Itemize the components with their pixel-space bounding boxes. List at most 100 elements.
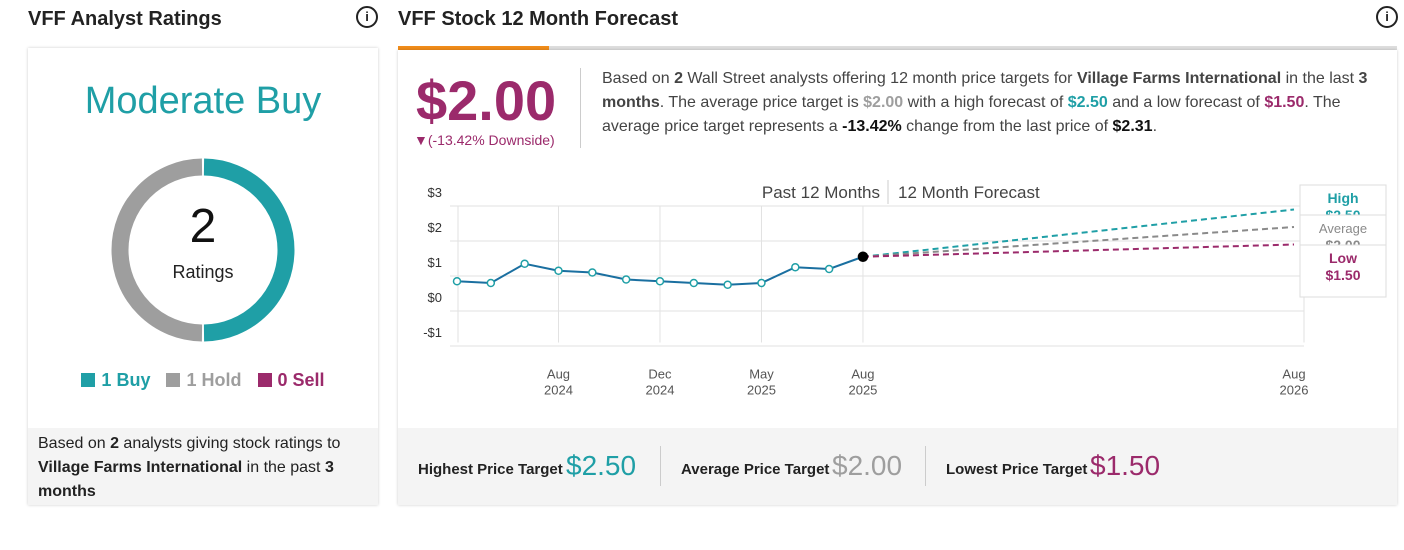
text: in the past xyxy=(242,459,325,476)
target-label: Lowest Price Target xyxy=(946,461,1088,478)
text: 3 xyxy=(324,459,334,476)
target-value: $1.50 xyxy=(1090,450,1161,481)
forecast-chart: $3 $2 $1 $0 -$1 Aug 2024 Dec 2024 May 2025 Aug 2025 A… xyxy=(423,180,1387,398)
text: and a low forecast of xyxy=(1107,94,1265,111)
target-value: $2.00 xyxy=(832,450,903,481)
text: months xyxy=(38,483,96,500)
callout-name: High xyxy=(1327,190,1358,206)
x-tick-label: Aug 2025 xyxy=(848,367,877,398)
callout-value: $1.50 xyxy=(1325,267,1360,283)
price-point xyxy=(621,275,631,284)
text: change from the last price of xyxy=(901,118,1113,135)
consensus: Moderate Buy xyxy=(84,80,322,122)
forecast-title: VFF Stock 12 Month Forecast xyxy=(398,8,679,30)
callout-name: Low xyxy=(1329,250,1357,266)
legend-swatch xyxy=(257,373,272,387)
forecast-line xyxy=(862,243,1295,258)
price-point xyxy=(791,263,800,272)
tab-bar xyxy=(398,46,1397,50)
forecast-card: $2.00 ▼(-13.42% Downside) Based on 2 Wal… xyxy=(398,50,1397,505)
text: Based on xyxy=(38,435,111,452)
text: -13.42% xyxy=(842,118,902,135)
ratings-title: VFF Analyst Ratings xyxy=(28,8,222,30)
price-point xyxy=(554,266,563,275)
ratings-legend: 1 Buy 1 Hold 0 Sell xyxy=(28,370,378,391)
ratings-card: Moderate Buy 2 Ratings 1 Buy 1 Hold 0 Sell… xyxy=(28,48,378,505)
text: with a high forecast of xyxy=(903,94,1068,111)
text: Based on xyxy=(602,70,675,87)
legend-count: 1 xyxy=(101,370,112,390)
price-point xyxy=(824,264,834,274)
legend-name: Hold xyxy=(201,370,242,390)
donut: 2 Ratings xyxy=(111,158,295,342)
ratings-summary: Based on 2 analysts giving stock ratings… xyxy=(28,428,378,505)
info-icon[interactable]: i xyxy=(1376,6,1398,28)
price-point xyxy=(520,259,529,268)
y-tick-label: $0 xyxy=(428,290,442,305)
text: $2.31 xyxy=(1112,118,1153,135)
text: analysts giving stock ratings to xyxy=(118,435,341,452)
target-callout: Average$2.00 xyxy=(1299,214,1387,253)
callout-name: Average xyxy=(1319,221,1367,236)
price-point xyxy=(452,277,462,286)
x-tick-label: Aug 2026 xyxy=(1280,367,1309,398)
target-label: Average Price Target xyxy=(681,461,830,478)
price: $2.00 xyxy=(416,69,557,132)
total-label: Ratings xyxy=(172,262,233,282)
callout-box xyxy=(1299,184,1387,216)
price-point xyxy=(757,278,766,288)
donut-segment xyxy=(111,158,203,342)
y-tick-label: $2 xyxy=(428,220,442,235)
legend-item: 0 Sell xyxy=(257,370,325,390)
text: (-13.42% Downside) xyxy=(427,132,555,148)
tab-active xyxy=(398,46,549,50)
x-tick-label: Aug 2024 xyxy=(544,367,573,398)
legend-forecast: 12 Month Forecast xyxy=(898,183,1040,202)
text: . The average price target represents a xyxy=(602,94,1341,135)
text: 3 months xyxy=(602,70,1368,111)
price-point xyxy=(655,277,665,286)
total: 2 xyxy=(190,200,217,253)
info-icon[interactable]: i xyxy=(356,6,378,28)
legend-count: 1 xyxy=(186,370,197,390)
text: $2.00 xyxy=(863,94,904,111)
price-point xyxy=(588,268,597,277)
price-point xyxy=(723,280,732,289)
callout-box xyxy=(1299,214,1387,246)
legend-swatch xyxy=(166,373,181,387)
callout-box xyxy=(1299,244,1387,298)
x-tick-label: Dec 2024 xyxy=(646,367,675,398)
price-point xyxy=(689,278,699,288)
text: . xyxy=(1152,118,1158,135)
legend-past: Past 12 Months xyxy=(762,183,880,202)
text: Wall Street analysts offering 12 month p… xyxy=(682,70,1077,87)
divider xyxy=(580,68,581,148)
description: Based on 2 Wall Street analysts offering… xyxy=(602,67,1387,139)
change: ▼(-13.42% Downside) xyxy=(414,132,555,148)
forecast-line xyxy=(862,208,1295,258)
text: $2.50 xyxy=(1067,94,1108,111)
price-point xyxy=(486,278,496,288)
legend-swatch xyxy=(81,373,96,387)
x-tick-label: May 2025 xyxy=(747,367,776,398)
forecast-line xyxy=(862,226,1295,258)
legend-item: 1 Hold xyxy=(166,370,242,390)
target-value: $2.50 xyxy=(566,450,637,481)
text: Village Farms International xyxy=(1076,70,1282,87)
divider xyxy=(925,446,926,486)
target-callout: Low$1.50 xyxy=(1299,244,1387,298)
legend-name: Buy xyxy=(116,370,151,390)
targets-strip: Highest Price Target $2.50 Average Price… xyxy=(398,428,1397,505)
target-label: Highest Price Target xyxy=(418,461,563,478)
legend-name: Sell xyxy=(292,370,325,390)
y-tick-label: -$1 xyxy=(423,325,442,340)
text: Village Farms International xyxy=(38,459,243,476)
price-point xyxy=(857,251,869,262)
legend-count: 0 xyxy=(277,370,288,390)
y-tick-label: $1 xyxy=(428,255,442,270)
donut-segment xyxy=(203,158,295,342)
text: $1.50 xyxy=(1264,94,1305,111)
y-tick-label: $3 xyxy=(428,185,442,200)
text: in the last xyxy=(1281,70,1359,87)
